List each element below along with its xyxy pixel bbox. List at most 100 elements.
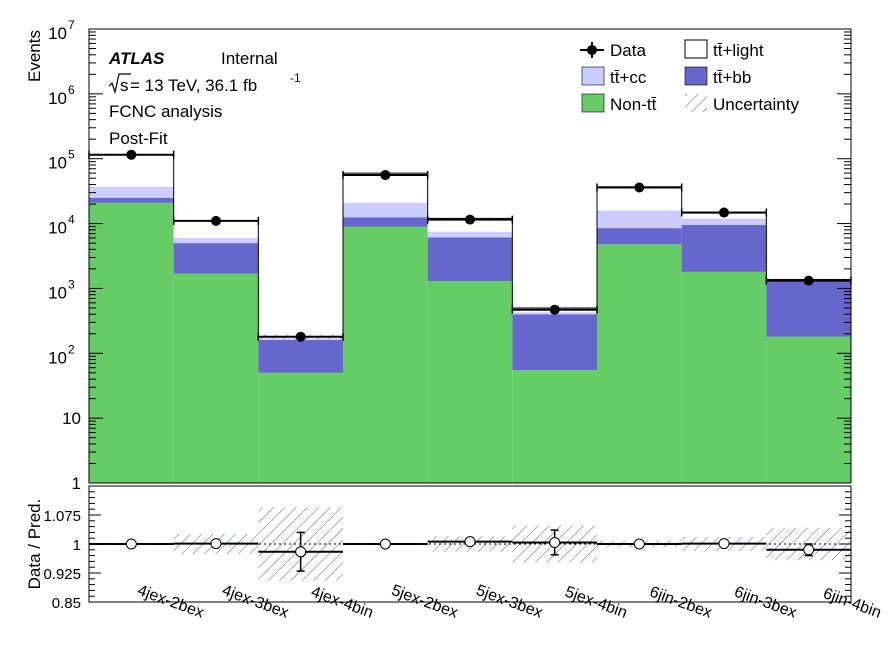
fit-label: Post-Fit (109, 129, 168, 148)
bar-segment (89, 154, 174, 187)
bar-segment (343, 202, 428, 218)
bar-segment (766, 336, 851, 483)
main-y-tick-exponent: 3 (68, 277, 75, 291)
legend-item-ttlight: tt̄+light (684, 39, 764, 60)
status-label: Internal (221, 49, 278, 68)
legend-label-ttbb: tt̄+bb (713, 68, 751, 87)
data-point (634, 182, 645, 193)
bar-segment (343, 217, 428, 227)
legend-item-nontt: Non-tt̄ (581, 93, 657, 114)
bar-segment (89, 197, 174, 203)
data-point (211, 215, 221, 226)
data-point (380, 170, 391, 181)
bar-segment (766, 280, 851, 337)
main-y-tick-exponent: 4 (68, 213, 75, 227)
data-point (803, 275, 814, 286)
main-stacked-bars (88, 154, 852, 483)
category-label: 4jex-3bex (220, 582, 291, 622)
category-label: 5jex-3bex (474, 582, 545, 622)
ratio-point (549, 536, 561, 548)
bar-segment (597, 244, 682, 483)
ratio-y-axis-label: Data / Pred. (25, 499, 44, 590)
ratio-y-tick-label: 1 (73, 537, 81, 554)
legend-item-ttcc: tt̄+cc (581, 66, 647, 87)
bar-segment (258, 340, 343, 373)
bar-segment (512, 370, 597, 483)
bar-segment (427, 281, 513, 483)
main-y-tick-exponent: 6 (68, 83, 75, 97)
category-label: 4jex-2bex (135, 582, 206, 622)
main-y-tick-label: 10 (48, 89, 67, 108)
main-y-tick-label: 10 (48, 154, 67, 173)
data-point (549, 304, 560, 315)
data-point (126, 149, 137, 160)
main-y-tick-label: 10 (48, 24, 67, 43)
bar-segment (597, 186, 682, 211)
ratio-y-tick-label: 0.85 (52, 595, 81, 612)
main-y-tick-exponent: 2 (68, 342, 75, 356)
bar-segment (89, 186, 174, 198)
category-labels: 4jex-2bex 4jex-3bex 4jex-4bin 5jex-2bex 5jex… (135, 582, 883, 622)
main-panel-frame (88, 28, 852, 484)
analysis-label: FCNC analysis (109, 102, 222, 121)
bar-segment (597, 210, 682, 229)
bar-segment (173, 243, 259, 274)
energy-lumi-text: = 13 TeV, 36.1 fb (130, 76, 257, 95)
bar-segment (343, 226, 428, 483)
atlas-label: ATLAS (108, 49, 165, 68)
legend-item-data: Data (580, 41, 646, 60)
ratio-point (125, 538, 137, 550)
legend-label-nontt: Non-tt̄ (610, 95, 657, 114)
bar-segment (512, 314, 597, 371)
category-label: 6jin-2bex (647, 584, 714, 622)
main-y-tick-label: 10 (48, 219, 67, 238)
bar-segment (681, 218, 767, 226)
legend-label-ttlight: tt̄+light (713, 41, 764, 60)
energy-lumi-label: s = 13 TeV, 36.1 fb -1 (108, 71, 301, 95)
legend-item-ttbb: tt̄+bb (684, 66, 751, 87)
category-label: 5jex-2bex (389, 582, 460, 622)
ratio-point (803, 544, 815, 556)
bar-segment (427, 237, 513, 282)
sqrt-symbol (108, 73, 131, 95)
legend-item-uncertainty: Uncertainty (685, 94, 799, 114)
legend-label-uncertainty: Uncertainty (713, 95, 799, 114)
main-y-tick-label: 10 (62, 409, 81, 428)
lumi-exponent: -1 (290, 71, 301, 85)
main-y-tick-label: 1 (72, 474, 81, 493)
main-y-tick-label: 10 (48, 348, 67, 367)
bar-segment (597, 228, 682, 245)
data-point (465, 214, 475, 225)
ratio-y-tick-label: 0.925 (43, 566, 81, 583)
bar-segment (89, 202, 174, 483)
bar-segment (173, 220, 259, 238)
main-y-tick-exponent: 5 (68, 148, 75, 162)
bar-segment (258, 372, 343, 483)
category-label: 6jin-3bex (732, 584, 799, 622)
main-y-tick-exponent: 7 (68, 18, 75, 32)
bar-segment (681, 271, 767, 483)
category-label: 4jex-4bin (309, 584, 376, 622)
ratio-points (89, 529, 851, 572)
energy-sqrt-arg: s (120, 76, 129, 95)
ratio-point (379, 538, 391, 550)
legend-label-data: Data (610, 41, 646, 60)
legend: Data tt̄+light tt̄+cc tt̄+bb Non-tt̄ Unc… (580, 39, 799, 114)
main-y-axis-label: Events (25, 30, 44, 82)
ratio-y-tick-label: 1.075 (43, 508, 81, 525)
main-y-tick-label: 10 (48, 283, 67, 302)
ratio-point (464, 536, 476, 548)
data-point (719, 207, 729, 218)
category-label: 6jin-4bin (821, 585, 884, 622)
bar-segment (173, 237, 259, 244)
ratio-y-ticks: 0.85 0.925 1 1.075 (43, 491, 851, 612)
ratio-point (718, 538, 730, 550)
legend-label-ttcc: tt̄+cc (610, 68, 647, 87)
data-point (295, 331, 306, 342)
category-label: 5jex-4bin (563, 584, 630, 622)
ratio-point (633, 538, 645, 550)
bar-segment (173, 273, 259, 483)
bar-segment (681, 225, 767, 272)
